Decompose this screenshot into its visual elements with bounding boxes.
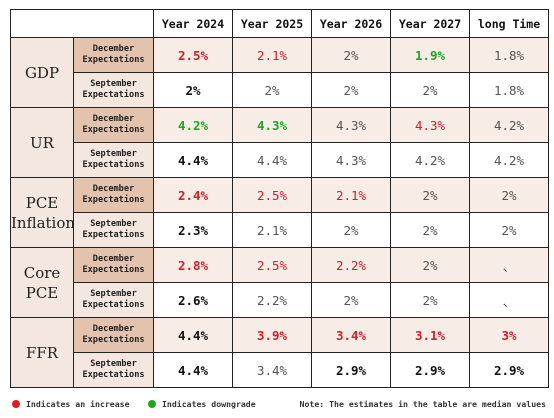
value-cell: 4.2% (469, 142, 549, 178)
group-label: GDP (10, 37, 74, 108)
value-cell: 2.9% (390, 352, 470, 388)
table-row: UR December Expectations 4.2% 4.3% 4.3% 4.3% 4… (10, 107, 549, 178)
table-row: September Expectations 4.4% 4.4% 4.3% 4.2% 4.… (11, 142, 549, 178)
table-row: Core PCE December Expectations 2.8% 2.5% 2.2… (10, 247, 549, 318)
header-row: Year 2024 Year 2025 Year 2026 Year 2027 … (10, 9, 549, 38)
value-cell: 4.4% (153, 352, 233, 388)
legend-downgrade: Indicates downgrade (148, 399, 256, 409)
value-cell: 1.9% (390, 37, 470, 73)
group-label: Core PCE (10, 247, 74, 318)
row-label: December Expectations (73, 247, 154, 283)
row-label: September Expectations (73, 212, 154, 248)
group-label: UR (10, 107, 74, 178)
value-cell: 4.3% (232, 107, 312, 143)
legend-increase: Indicates an increase (12, 399, 130, 409)
value-cell: 2% (390, 247, 470, 283)
table-row: PCE Inflation December Expectations 2.4% 2.… (10, 177, 549, 248)
value-cell: 4.2% (153, 107, 233, 143)
row-label: September Expectations (73, 72, 154, 108)
value-cell: 2% (232, 72, 312, 108)
value-cell: 2.5% (232, 177, 312, 213)
value-cell: 2% (390, 212, 470, 248)
table-row: GDP December Expectations 2.5% 2.1% 2% 1.9% 1.… (10, 37, 549, 108)
value-cell: 2.9% (311, 352, 391, 388)
value-cell: 2.5% (232, 247, 312, 283)
value-cell: 2% (311, 282, 391, 318)
value-cell: 2% (390, 177, 470, 213)
group-label: PCE Inflation (10, 177, 74, 248)
value-cell: 2.9% (469, 352, 549, 388)
value-cell: 1.8% (469, 37, 549, 73)
value-cell: 4.4% (232, 142, 312, 178)
value-cell: 3.4% (311, 317, 391, 353)
legend-downgrade-label: Indicates downgrade (162, 399, 256, 409)
table-body: GDP December Expectations 2.5% 2.1% 2% 1.9% 1.… (10, 37, 549, 388)
value-cell: 2.2% (311, 247, 391, 283)
table-row: September Expectations 4.4% 3.4% 2.9% 2.9% 2.… (11, 352, 549, 388)
group-label: FFR (10, 317, 74, 388)
value-cell: 、 (469, 247, 549, 283)
value-cell: 4.2% (390, 142, 470, 178)
value-cell: 2.3% (153, 212, 233, 248)
value-cell: 2.2% (232, 282, 312, 318)
row-label: September Expectations (73, 142, 154, 178)
value-cell: 4.3% (390, 107, 470, 143)
value-cell: 3% (469, 317, 549, 353)
value-cell: 4.3% (311, 142, 391, 178)
column-header: long Time (469, 9, 549, 38)
value-cell: 2.1% (311, 177, 391, 213)
value-cell: 4.4% (153, 142, 233, 178)
header-corner (10, 9, 154, 38)
column-header: Year 2027 (390, 9, 470, 38)
value-cell: 4.3% (311, 107, 391, 143)
row-label: December Expectations (73, 317, 154, 353)
value-cell: 1.8% (469, 72, 549, 108)
value-cell: 3.4% (232, 352, 312, 388)
projections-table: Year 2024 Year 2025 Year 2026 Year 2027 … (10, 9, 549, 388)
value-cell: 2.5% (153, 37, 233, 73)
value-cell: 2% (311, 37, 391, 73)
value-cell: 4.4% (153, 317, 233, 353)
row-label: September Expectations (73, 282, 154, 318)
row-label: September Expectations (73, 352, 154, 388)
column-header: Year 2025 (232, 9, 312, 38)
value-cell: 3.9% (232, 317, 312, 353)
row-label: December Expectations (73, 107, 154, 143)
value-cell: 2% (153, 72, 233, 108)
value-cell: 2% (311, 212, 391, 248)
value-cell: 2.8% (153, 247, 233, 283)
table-row: FFR December Expectations 4.4% 3.9% 3.4% 3.1%… (10, 317, 549, 388)
green-dot-icon (148, 400, 156, 408)
value-cell: 2.1% (232, 37, 312, 73)
legend-increase-label: Indicates an increase (26, 399, 130, 409)
value-cell: 4.2% (469, 107, 549, 143)
row-label: December Expectations (73, 177, 154, 213)
value-cell: 2% (469, 212, 549, 248)
column-header: Year 2026 (311, 9, 391, 38)
table-row: September Expectations 2% 2% 2% 2% 1.8% (11, 72, 549, 108)
value-cell: 、 (469, 282, 549, 318)
value-cell: 2% (311, 72, 391, 108)
red-dot-icon (12, 400, 20, 408)
value-cell: 2.6% (153, 282, 233, 318)
value-cell: 2.1% (232, 212, 312, 248)
value-cell: 2.4% (153, 177, 233, 213)
value-cell: 2% (390, 282, 470, 318)
table-row: September Expectations 2.6% 2.2% 2% 2%、 (11, 282, 549, 318)
table-note: Note: The estimates in the table are med… (299, 399, 546, 409)
value-cell: 2% (390, 72, 470, 108)
row-label: December Expectations (73, 37, 154, 73)
value-cell: 3.1% (390, 317, 470, 353)
column-header: Year 2024 (153, 9, 233, 38)
table-row: September Expectations 2.3% 2.1% 2% 2% 2% (11, 212, 549, 248)
value-cell: 2% (469, 177, 549, 213)
